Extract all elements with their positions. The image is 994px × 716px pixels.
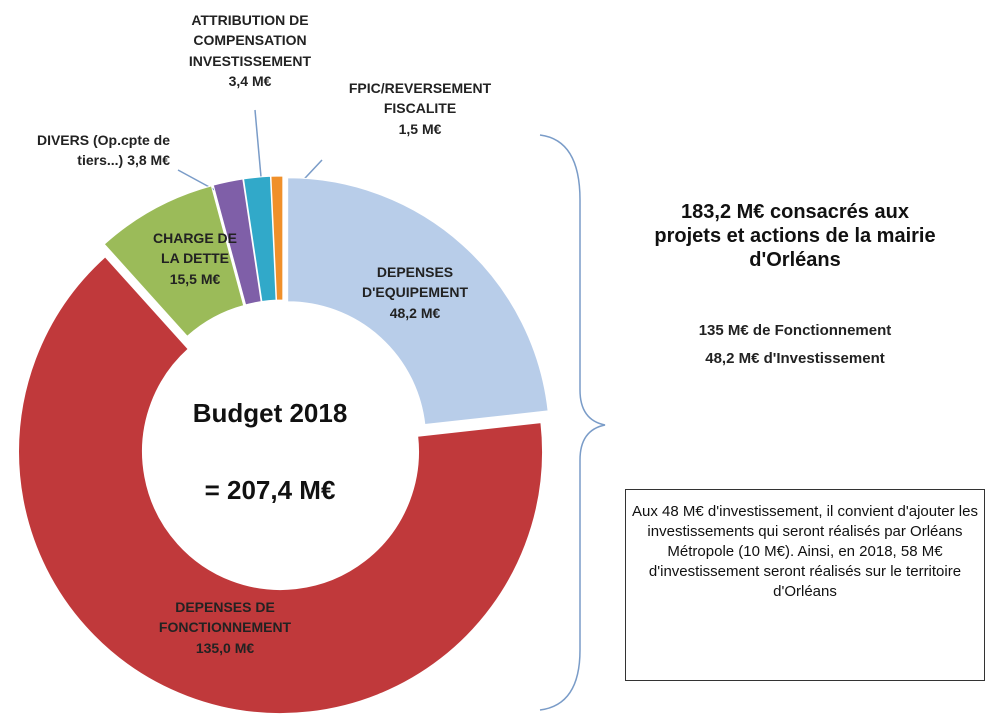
label-text: DEPENSES DE FONCTIONNEMENT xyxy=(158,599,292,636)
slice xyxy=(243,175,277,303)
summary-line: 135 M€ de Fonctionnement xyxy=(698,322,892,339)
center-title: Budget 2018 xyxy=(192,398,348,428)
slice-label: DIVERS (Op.cpte de tiers...) 3,8 M€ xyxy=(0,130,170,171)
slice xyxy=(287,177,549,426)
label-text: 3,8 M€ xyxy=(127,152,170,169)
summary-line: 48,2 M€ d'Investissement xyxy=(705,350,885,367)
label-text: 15,5 M€ xyxy=(169,270,221,287)
slice xyxy=(212,178,262,306)
slice xyxy=(103,185,245,338)
label-text: CHARGE DE LA DETTE xyxy=(152,230,237,267)
brace xyxy=(539,134,606,711)
slice-label: DEPENSES D'EQUIPEMENT 48,2 M€ xyxy=(330,262,500,323)
label-text: DIVERS (Op.cpte de tiers...) xyxy=(36,132,170,169)
slice xyxy=(18,256,544,715)
label-text: 3,4 M€ xyxy=(228,72,272,89)
summary-title: 183,2 M€ consacrés aux projets et action… xyxy=(654,201,936,271)
label-text: 135,0 M€ xyxy=(195,639,255,656)
label-text: DEPENSES D'EQUIPEMENT xyxy=(361,264,468,301)
label-text: 1,5 M€ xyxy=(398,120,442,137)
center-total: = 207,4 M€ xyxy=(204,475,336,505)
note-box: Aux 48 M€ d'investissement, il convient … xyxy=(625,489,985,681)
slice-label: DEPENSES DE FONCTIONNEMENT 135,0 M€ xyxy=(120,597,330,658)
label-text: 48,2 M€ xyxy=(389,304,441,321)
slice-label: FPIC/REVERSEMENT FISCALITE 1,5 M€ xyxy=(320,78,520,139)
slice xyxy=(270,175,284,301)
slice-label: ATTRIBUTION DE COMPENSATION INVESTISSEME… xyxy=(150,10,350,91)
slice-label: CHARGE DE LA DETTE 15,5 M€ xyxy=(145,228,245,289)
label-text: FPIC/REVERSEMENT FISCALITE xyxy=(348,80,492,117)
label-text: ATTRIBUTION DE COMPENSATION INVESTISSEME… xyxy=(188,12,312,69)
